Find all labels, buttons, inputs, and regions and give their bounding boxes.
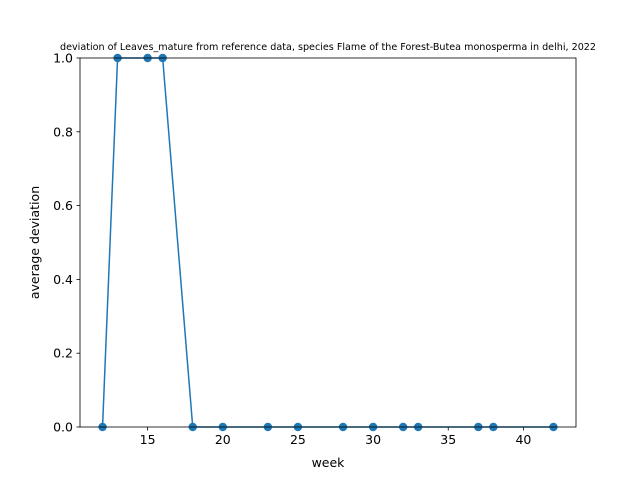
y-tick-label: 0.8 bbox=[53, 124, 73, 139]
x-tick-label: 25 bbox=[290, 432, 306, 447]
x-tick-label: 40 bbox=[515, 432, 531, 447]
x-tick-label: 30 bbox=[365, 432, 381, 447]
x-axis-label: week bbox=[312, 455, 346, 470]
y-tick-label: 0.6 bbox=[53, 198, 73, 213]
series-lines bbox=[101, 57, 554, 428]
x-tick-label: 35 bbox=[440, 432, 456, 447]
x-axis: 15 20 25 30 35 40 bbox=[140, 427, 531, 447]
y-axis-label: average deviation bbox=[27, 186, 42, 299]
series-line-0 bbox=[101, 57, 554, 428]
y-tick-label: 0.2 bbox=[53, 346, 73, 361]
x-tick-label: 20 bbox=[215, 432, 231, 447]
x-tick-label: 15 bbox=[140, 432, 156, 447]
y-tick-label: 0.4 bbox=[53, 272, 73, 287]
plot-area: 15 20 25 30 35 40 0.0 0.2 0.4 0.6 0.8 1.0 bbox=[53, 51, 577, 447]
chart-title: deviation of Leaves_mature from referenc… bbox=[60, 42, 596, 53]
y-tick-label: 1.0 bbox=[53, 51, 73, 66]
y-tick-label: 0.0 bbox=[53, 420, 73, 435]
y-axis: 0.0 0.2 0.4 0.6 0.8 1.0 bbox=[53, 51, 80, 435]
plot-frame bbox=[79, 57, 577, 428]
